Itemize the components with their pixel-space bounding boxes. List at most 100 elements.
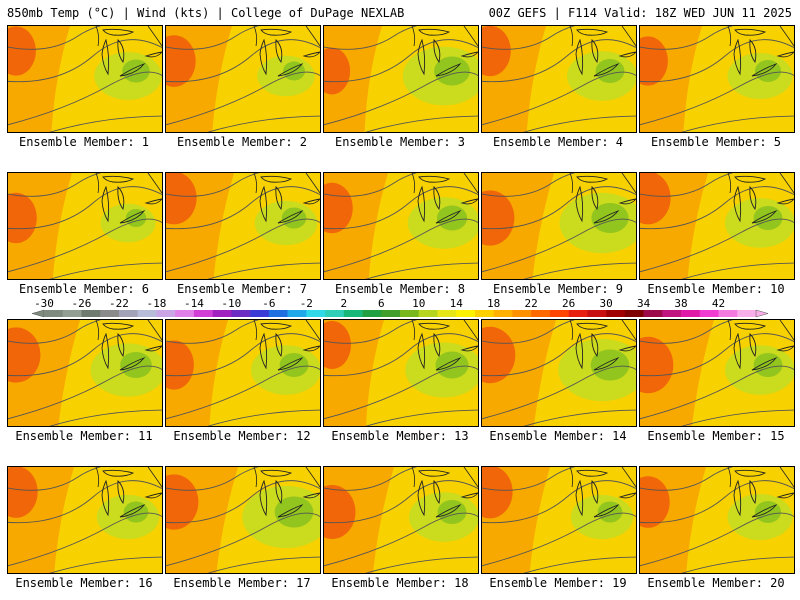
colorbar-swatch	[381, 310, 401, 317]
colorbar-swatch	[606, 310, 626, 317]
lake-outline	[751, 357, 778, 371]
colorbar-swatch	[156, 310, 176, 317]
coastline	[569, 467, 636, 488]
temperature-map	[324, 173, 478, 279]
lake-outline	[259, 38, 268, 76]
temperature-map	[166, 320, 320, 426]
member-label: Ensemble Member: 13	[331, 429, 469, 443]
lake-outline	[101, 479, 110, 517]
colorbar-swatch	[212, 310, 232, 317]
lake-outline	[776, 345, 794, 352]
height-contour	[166, 26, 260, 50]
hot-core	[640, 36, 668, 86]
height-contour	[482, 467, 576, 491]
height-contour	[681, 409, 794, 426]
height-contour	[8, 467, 102, 491]
height-contour	[49, 409, 162, 426]
height-contour	[482, 186, 636, 230]
temperature-map	[8, 320, 162, 426]
lake-outline	[117, 185, 125, 211]
temperature-map	[166, 467, 320, 573]
height-contour	[482, 333, 636, 377]
lake-outline	[591, 479, 599, 505]
temperature-map	[166, 26, 320, 132]
height-contour	[324, 480, 478, 524]
colorbar-swatch	[531, 310, 551, 317]
temperature-colorbar: -30 -26 -22 -18 -14 -10 -6 -2 2 6 10 14 18 22 26 30 34 38…	[14, 298, 786, 320]
ensemble-member-map	[323, 319, 479, 427]
coastline	[95, 320, 162, 341]
lake-outline	[618, 51, 636, 58]
lake-outline	[101, 38, 110, 76]
lake-outline	[435, 504, 462, 518]
lake-outline	[260, 175, 293, 183]
temperature-map	[166, 173, 320, 279]
colorbar-swatch	[587, 310, 607, 317]
temperature-map	[8, 467, 162, 573]
lake-outline	[591, 332, 599, 358]
ensemble-member-map	[7, 172, 163, 280]
colorbar-tick-label: -18	[146, 298, 166, 310]
colorbar-swatch	[343, 310, 363, 317]
coastline	[569, 173, 636, 194]
lake-outline	[734, 322, 767, 330]
colorbar-tick-label: 10	[412, 298, 425, 310]
lake-outline	[749, 479, 757, 505]
colorbar-swatch	[512, 310, 532, 317]
height-contour	[166, 467, 260, 491]
colorbar-arrow-left	[31, 309, 45, 318]
temperature-map	[8, 26, 162, 132]
colorbar-arrow-right	[755, 309, 769, 318]
lake-outline	[751, 210, 778, 224]
lake-outline	[101, 185, 110, 223]
lake-outline	[277, 504, 304, 518]
height-contour	[482, 320, 576, 344]
chart-title: 850mb Temp (°C) | Wind (kts) | College o…	[7, 6, 405, 20]
temperature-map	[324, 26, 478, 132]
hot-core	[482, 190, 515, 246]
member-label: Ensemble Member: 17	[173, 576, 311, 590]
height-contour	[482, 71, 636, 126]
colorbar-swatch	[100, 310, 120, 317]
lake-outline	[102, 28, 135, 36]
height-contour	[207, 262, 320, 279]
height-contour	[681, 556, 794, 573]
ensemble-member-map	[481, 172, 637, 280]
lake-outline	[618, 198, 636, 205]
colorbar-swatch	[568, 310, 588, 317]
coastline	[253, 467, 320, 488]
height-contour	[482, 365, 636, 420]
hot-core	[166, 340, 194, 390]
lake-outline	[576, 322, 609, 330]
height-contour	[166, 186, 320, 230]
height-contour	[482, 218, 636, 273]
colorbar-swatch	[437, 310, 457, 317]
coastline	[727, 26, 794, 47]
coastline	[411, 467, 478, 488]
lake-outline	[101, 332, 110, 370]
lake-outline	[576, 469, 609, 477]
ensemble-member-map	[481, 466, 637, 574]
lake-outline	[275, 185, 283, 211]
colorbar-tick-label: 34	[637, 298, 651, 310]
colorbar-swatch	[737, 310, 757, 317]
member-label: Ensemble Member: 9	[492, 282, 624, 296]
hot-core	[324, 321, 351, 369]
height-contour	[482, 26, 576, 50]
colorbar-tick-label: -6	[262, 298, 275, 310]
temperature-map	[640, 26, 794, 132]
coastline	[569, 320, 636, 341]
lake-outline	[259, 332, 268, 370]
colorbar-tick-label: 2	[340, 298, 347, 310]
height-contour	[8, 39, 162, 83]
height-contour	[523, 556, 636, 573]
coastline	[411, 26, 478, 47]
lake-outline	[733, 185, 742, 223]
colorbar-swatch	[418, 310, 438, 317]
hot-core	[8, 192, 37, 244]
lake-outline	[277, 210, 304, 224]
hot-core	[640, 173, 671, 225]
lake-outline	[418, 175, 451, 183]
lake-outline	[418, 28, 451, 36]
height-contour	[166, 173, 260, 197]
